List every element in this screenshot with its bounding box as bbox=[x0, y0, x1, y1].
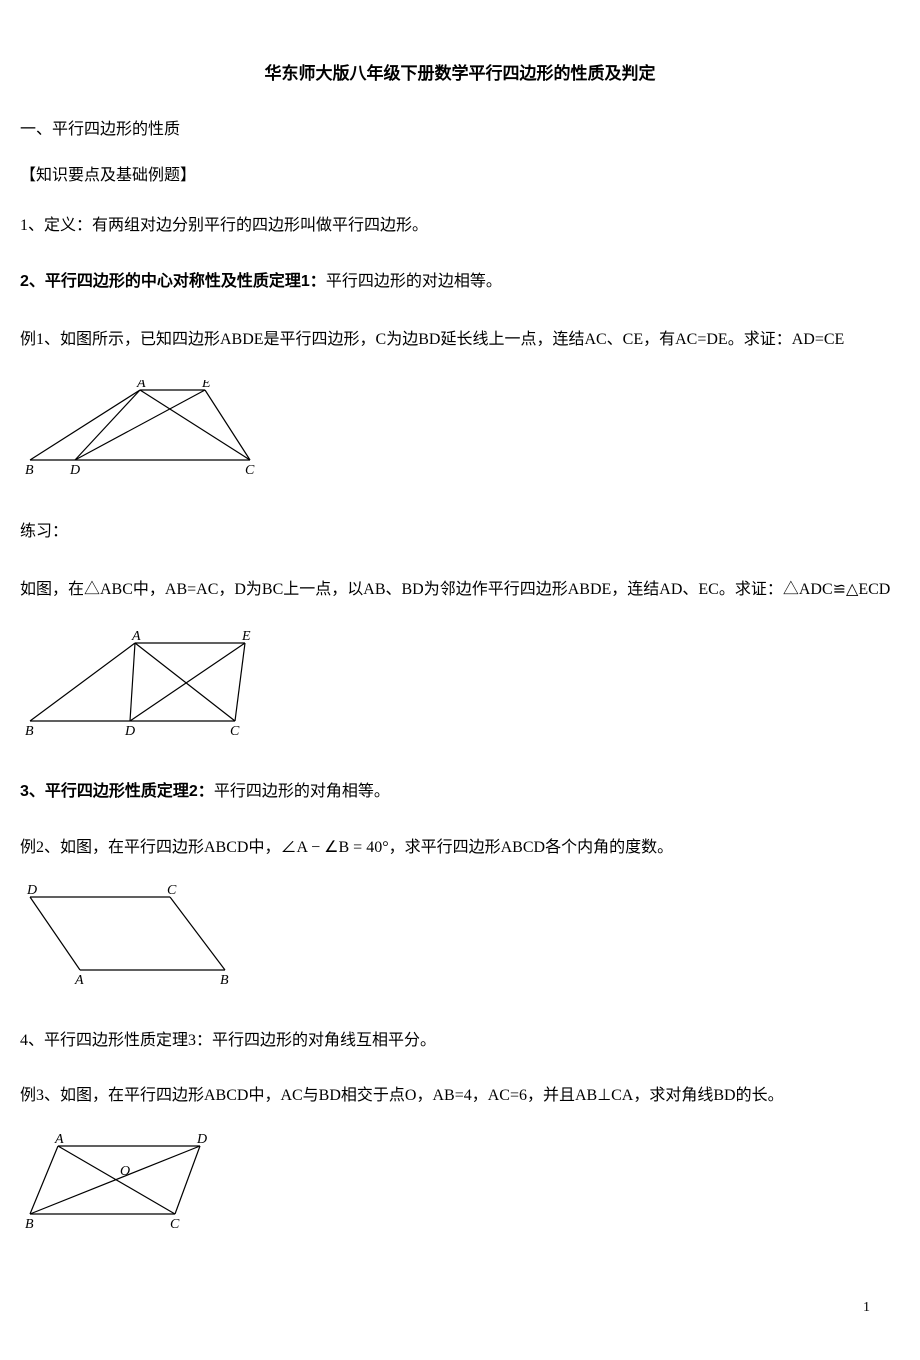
svg-text:E: E bbox=[241, 631, 251, 644]
svg-text:D: D bbox=[69, 463, 80, 475]
theorem-2: 3、平行四边形性质定理2：平行四边形的对角相等。 bbox=[20, 774, 900, 809]
theorem-1-label: 2、平行四边形的中心对称性及性质定理1： bbox=[20, 273, 326, 290]
svg-text:D: D bbox=[26, 885, 37, 898]
example-1-text: 例1、如图所示，已知四边形ABDE是平行四边形，C为边BD延长线上一点，连结AC… bbox=[20, 319, 900, 361]
svg-text:B: B bbox=[25, 1217, 34, 1229]
svg-text:A: A bbox=[136, 380, 146, 391]
svg-text:D: D bbox=[124, 724, 135, 736]
theorem-1-text: 平行四边形的对边相等。 bbox=[326, 273, 502, 290]
theorem-1: 2、平行四边形的中心对称性及性质定理1：平行四边形的对边相等。 bbox=[20, 264, 900, 299]
svg-text:A: A bbox=[54, 1134, 64, 1147]
theorem-3: 4、平行四边形性质定理3：平行四边形的对角线互相平分。 bbox=[20, 1023, 900, 1058]
page-number: 1 bbox=[20, 1297, 900, 1319]
example-3-text: 例3、如图，在平行四边形ABCD中，AC与BD相交于点O，AB=4，AC=6，并… bbox=[20, 1078, 900, 1113]
section-1-heading: 一、平行四边形的性质 bbox=[20, 117, 900, 143]
example-2-suffix: 求平行四边形ABCD各个内角的度数。 bbox=[405, 839, 673, 856]
example-2-text: 例2、如图，在平行四边形ABCD中，∠A − ∠B = 40°，求平行四边形AB… bbox=[20, 830, 900, 865]
svg-text:B: B bbox=[25, 724, 34, 736]
definition-1: 1、定义：有两组对边分别平行的四边形叫做平行四边形。 bbox=[20, 208, 900, 243]
svg-text:B: B bbox=[25, 463, 34, 475]
theorem-2-text: 平行四边形的对角相等。 bbox=[214, 783, 390, 800]
example-2-formula: ∠A − ∠B = 40°， bbox=[280, 839, 404, 856]
svg-text:C: C bbox=[170, 1217, 180, 1229]
svg-text:A: A bbox=[74, 973, 84, 985]
practice-text: 如图，在△ABC中，AB=AC，D为BC上一点，以AB、BD为邻边作平行四边形A… bbox=[20, 569, 900, 611]
svg-text:E: E bbox=[201, 380, 211, 391]
svg-text:C: C bbox=[230, 724, 240, 736]
figure-3: D C A B bbox=[20, 885, 900, 994]
example-2-prefix: 例2、如图，在平行四边形ABCD中， bbox=[20, 839, 280, 856]
svg-text:C: C bbox=[167, 885, 177, 898]
figure-1: B D C A E bbox=[20, 380, 900, 484]
theorem-2-label: 3、平行四边形性质定理2： bbox=[20, 783, 214, 800]
svg-text:A: A bbox=[131, 631, 141, 644]
figure-2: B D C A E bbox=[20, 631, 900, 745]
svg-text:D: D bbox=[196, 1134, 207, 1147]
document-title: 华东师大版八年级下册数学平行四边形的性质及判定 bbox=[20, 60, 900, 87]
knowledge-heading: 【知识要点及基础例题】 bbox=[20, 163, 900, 189]
svg-text:O: O bbox=[120, 1164, 130, 1179]
practice-label: 练习： bbox=[20, 514, 900, 549]
figure-4: A D B C O bbox=[20, 1134, 900, 1238]
svg-text:C: C bbox=[245, 463, 255, 475]
svg-text:B: B bbox=[220, 973, 229, 985]
